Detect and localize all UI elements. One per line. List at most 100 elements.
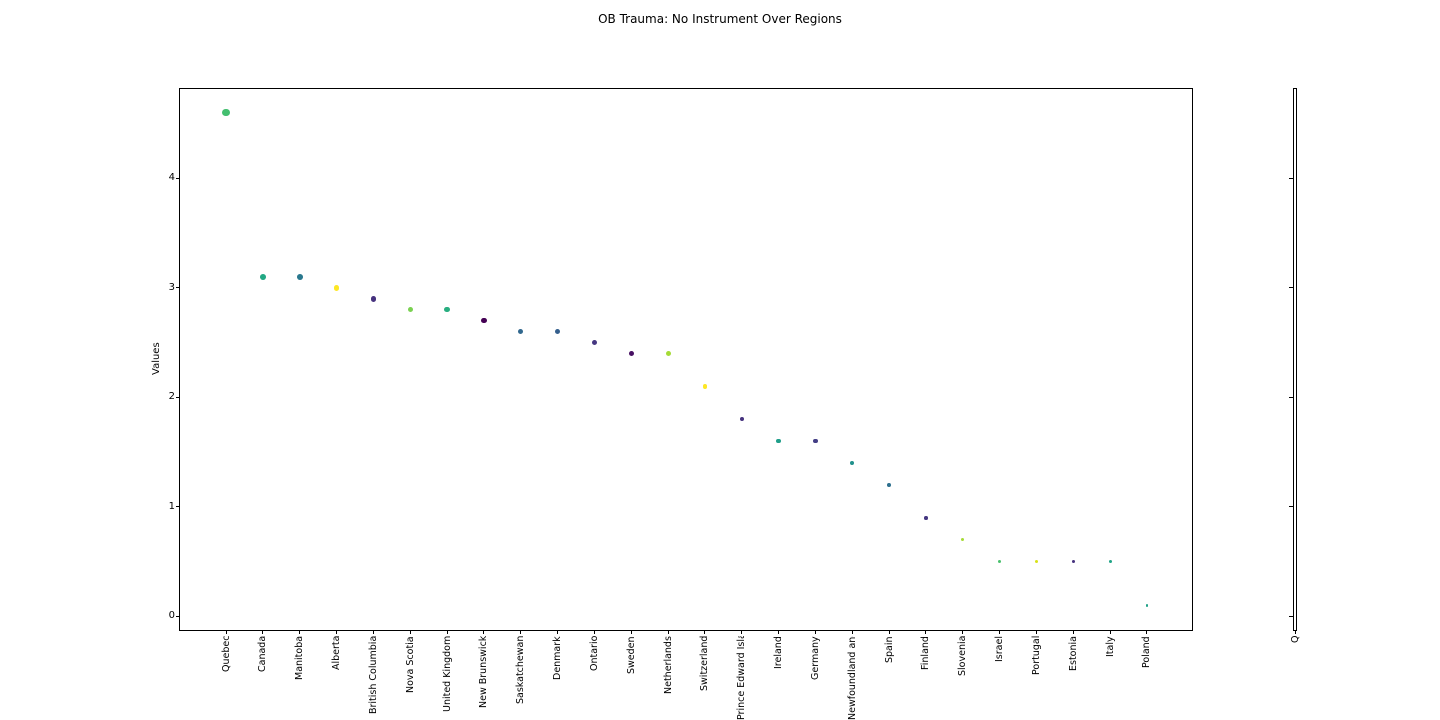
x-tick [262, 630, 264, 634]
data-point-british-columbia [370, 296, 377, 302]
y-tick [176, 287, 180, 289]
data-point-spain [887, 483, 891, 487]
x-tick-label: Finland [920, 636, 932, 670]
x-tick [1072, 630, 1074, 634]
x-tick [336, 630, 338, 634]
data-point-sweden [628, 351, 634, 357]
data-point-switzerland [702, 384, 708, 389]
x-tick [851, 630, 853, 634]
x-tick-label: Quebec [220, 636, 232, 673]
x-tick [372, 630, 374, 634]
x-tick-label: Israel [994, 636, 1006, 662]
right-panel-y-tick [1289, 396, 1293, 398]
x-tick-label: Ireland [773, 636, 785, 669]
data-point-newfoundland-and-labrador [850, 461, 855, 466]
data-point-manitoba [296, 274, 303, 280]
y-tick [176, 396, 180, 398]
x-tick [225, 630, 227, 634]
y-tick [176, 506, 180, 508]
x-tick-label: Portugal [1030, 636, 1042, 676]
x-tick [1035, 630, 1037, 634]
y-tick-label: 0 [168, 610, 175, 622]
x-tick-label: New Brunswick [478, 636, 490, 709]
x-tick-label: Denmark [552, 636, 564, 680]
x-tick [704, 630, 706, 634]
x-tick-label: Spain [883, 636, 895, 663]
x-tick [446, 630, 448, 634]
x-tick [409, 630, 411, 634]
x-tick-label: Manitoba [294, 636, 306, 681]
x-tick [667, 630, 669, 634]
y-tick-label: 4 [168, 172, 175, 184]
data-point-poland [1145, 604, 1149, 607]
x-tick-label: Prince Edward Island [736, 636, 748, 720]
data-point-alberta [333, 285, 340, 291]
data-point-denmark [554, 329, 561, 335]
data-point-ontario [591, 340, 597, 346]
data-point-saskatchewan [518, 329, 524, 335]
right-panel-y-tick [1289, 287, 1293, 289]
data-point-italy [1108, 560, 1112, 564]
y-tick [176, 177, 180, 179]
right-panel-y-tick [1289, 177, 1293, 179]
right-panel-x-tick [1294, 630, 1296, 634]
x-tick [925, 630, 927, 634]
x-tick-label: Canada [257, 636, 269, 673]
x-tick-label: Newfoundland and Labrador [846, 636, 858, 720]
data-point-nova-scotia [407, 307, 413, 313]
x-tick [962, 630, 964, 634]
x-tick [999, 630, 1001, 634]
data-point-finland [924, 516, 928, 520]
data-point-slovenia [961, 538, 965, 542]
x-tick [630, 630, 632, 634]
x-tick [1109, 630, 1111, 634]
x-tick-label: Ontario [588, 636, 600, 672]
data-point-israel [998, 560, 1002, 564]
x-tick [299, 630, 301, 634]
x-tick-label: Nova Scotia [404, 636, 416, 693]
right-panel-axes [1293, 88, 1297, 631]
x-tick-label: Netherlands [662, 636, 674, 694]
x-tick-label: Slovenia [957, 636, 969, 677]
data-point-new-brunswick [481, 318, 487, 324]
chart-title: OB Trauma: No Instrument Over Regions [598, 12, 842, 26]
data-point-canada [260, 274, 266, 280]
right-panel-y-tick [1289, 615, 1293, 617]
x-tick [483, 630, 485, 634]
data-point-quebec [222, 109, 230, 117]
data-point-germany [813, 439, 818, 444]
y-tick-label: 3 [168, 281, 175, 293]
x-tick-label: Estonia [1067, 636, 1079, 671]
x-tick-label: Switzerland [699, 636, 711, 692]
x-tick-label: Italy [1104, 636, 1116, 657]
x-tick [888, 630, 890, 634]
right-panel-tick-label: Q [1289, 636, 1301, 644]
y-tick-label: 2 [168, 391, 175, 403]
x-tick-label: United Kingdom [441, 636, 453, 713]
x-tick-label: Germany [809, 636, 821, 680]
right-panel-y-tick [1289, 506, 1293, 508]
main-axes [179, 88, 1193, 631]
x-tick-label: Alberta [331, 636, 343, 671]
data-point-estonia [1071, 560, 1075, 564]
x-tick-label: Poland [1141, 636, 1153, 668]
data-point-netherlands [665, 351, 671, 357]
x-tick [778, 630, 780, 634]
x-tick [814, 630, 816, 634]
x-tick [741, 630, 743, 634]
x-tick [520, 630, 522, 634]
x-tick-label: Saskatchewan [515, 636, 527, 705]
y-tick [176, 615, 180, 617]
x-tick [1146, 630, 1148, 634]
x-tick-label: British Columbia [367, 636, 379, 715]
data-point-portugal [1034, 560, 1038, 564]
y-tick-label: 1 [168, 500, 175, 512]
x-tick [557, 630, 559, 634]
data-point-united-kingdom [444, 307, 450, 313]
x-tick-label: Sweden [625, 636, 637, 674]
data-point-ireland [776, 439, 781, 444]
y-axis-label: Values [151, 342, 162, 376]
x-tick [593, 630, 595, 634]
data-point-prince-edward-island [739, 417, 744, 422]
